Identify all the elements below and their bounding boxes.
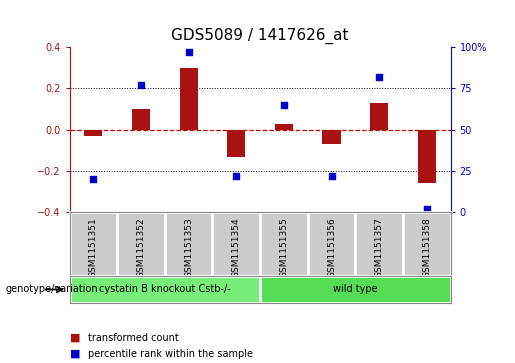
Point xyxy=(232,173,241,179)
Bar xyxy=(84,130,102,136)
Text: ■: ■ xyxy=(70,333,80,343)
Bar xyxy=(132,109,150,130)
Point xyxy=(423,206,431,212)
Bar xyxy=(370,103,388,130)
Text: genotype/variation: genotype/variation xyxy=(5,285,98,294)
Bar xyxy=(260,276,451,303)
Bar xyxy=(212,212,260,276)
Bar xyxy=(70,276,260,303)
Text: GSM1151355: GSM1151355 xyxy=(280,217,288,278)
Bar xyxy=(165,212,212,276)
Point xyxy=(375,74,383,80)
Bar xyxy=(275,123,293,130)
Text: GSM1151356: GSM1151356 xyxy=(327,217,336,278)
Text: GSM1151358: GSM1151358 xyxy=(422,217,431,278)
Point xyxy=(280,102,288,108)
Text: GSM1151353: GSM1151353 xyxy=(184,217,193,278)
Bar xyxy=(70,212,117,276)
Text: transformed count: transformed count xyxy=(88,333,178,343)
Bar xyxy=(260,212,308,276)
Text: ■: ■ xyxy=(70,349,80,359)
Point xyxy=(137,82,145,88)
Bar xyxy=(180,68,198,130)
Bar xyxy=(355,212,403,276)
Point xyxy=(89,176,97,182)
Text: GSM1151354: GSM1151354 xyxy=(232,217,241,278)
Text: percentile rank within the sample: percentile rank within the sample xyxy=(88,349,252,359)
Bar xyxy=(117,212,165,276)
Bar xyxy=(307,212,355,276)
Text: wild type: wild type xyxy=(333,285,377,294)
Bar xyxy=(322,130,340,144)
Title: GDS5089 / 1417626_at: GDS5089 / 1417626_at xyxy=(171,28,349,44)
Point xyxy=(184,49,193,55)
Bar xyxy=(227,130,245,156)
Text: GSM1151357: GSM1151357 xyxy=(375,217,384,278)
Text: GSM1151351: GSM1151351 xyxy=(89,217,98,278)
Text: GSM1151352: GSM1151352 xyxy=(136,217,145,278)
Bar xyxy=(418,130,436,183)
Point xyxy=(328,173,336,179)
Text: cystatin B knockout Cstb-/-: cystatin B knockout Cstb-/- xyxy=(99,285,231,294)
Bar xyxy=(403,212,451,276)
